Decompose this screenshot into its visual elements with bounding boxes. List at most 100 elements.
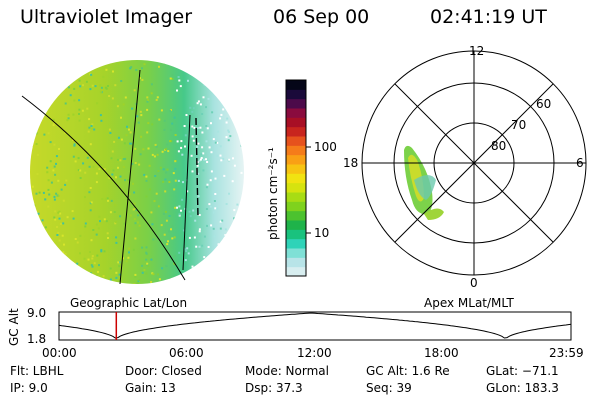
- image-pixel: [31, 202, 34, 205]
- image-pixel: [119, 215, 122, 218]
- image-pixel: [44, 243, 47, 246]
- image-pixel: [205, 106, 207, 109]
- image-pixel: [73, 144, 76, 147]
- image-pixel: [66, 119, 69, 122]
- image-pixel: [159, 166, 162, 169]
- image-pixel: [206, 161, 209, 163]
- image-pixel: [125, 260, 128, 263]
- image-pixel: [31, 197, 34, 200]
- image-pixel: [65, 179, 68, 182]
- image-pixel: [235, 255, 238, 257]
- colorbar-segment: [286, 136, 306, 146]
- image-pixel: [214, 177, 217, 180]
- image-pixel: [91, 84, 94, 87]
- colorbar-segment: [286, 220, 306, 230]
- image-pixel: [220, 113, 223, 116]
- image-pixel: [99, 220, 101, 223]
- image-pixel: [58, 210, 61, 213]
- image-pixel: [168, 230, 171, 233]
- image-pixel: [204, 63, 207, 66]
- image-pixel: [58, 148, 60, 150]
- image-pixel: [214, 193, 217, 195]
- image-pixel: [206, 224, 208, 227]
- image-pixel: [203, 158, 206, 161]
- image-pixel: [166, 243, 169, 246]
- image-pixel: [39, 229, 42, 232]
- image-pixel: [98, 279, 101, 282]
- image-pixel: [90, 201, 93, 204]
- image-pixel: [106, 197, 109, 200]
- image-pixel: [166, 143, 169, 146]
- image-pixel: [194, 66, 197, 69]
- image-pixel: [179, 64, 182, 67]
- image-pixel: [31, 145, 34, 148]
- image-pixel: [89, 187, 92, 189]
- colorbar-tick-label: 100: [314, 140, 337, 154]
- image-pixel: [115, 276, 118, 279]
- image-pixel: [122, 257, 124, 260]
- image-pixel: [168, 109, 171, 112]
- image-pixel: [128, 251, 130, 254]
- image-pixel: [137, 214, 140, 217]
- image-pixel: [150, 258, 153, 261]
- image-pixel: [85, 279, 88, 282]
- image-pixel: [227, 139, 230, 142]
- image-pixel: [116, 105, 119, 108]
- image-pixel: [147, 147, 150, 150]
- image-pixel: [158, 65, 160, 68]
- image-pixel: [184, 248, 187, 251]
- image-pixel: [100, 280, 102, 283]
- image-pixel: [64, 252, 67, 255]
- image-pixel: [84, 196, 86, 199]
- image-pixel: [115, 271, 118, 274]
- image-pixel: [174, 179, 177, 182]
- altitude-ytick: 1.8: [27, 332, 47, 346]
- colorbar-segment: [286, 229, 306, 240]
- image-pixel: [78, 113, 80, 115]
- image-pixel: [114, 222, 117, 225]
- image-pixel: [109, 211, 112, 214]
- colorbar-unit-label: photon cm⁻²s⁻¹: [266, 147, 280, 240]
- image-pixel: [163, 233, 166, 236]
- image-pixel: [82, 162, 85, 165]
- image-pixel: [102, 275, 105, 278]
- image-pixel: [85, 271, 88, 274]
- image-pixel: [100, 86, 103, 89]
- image-pixel: [198, 228, 201, 231]
- image-pixel: [89, 88, 92, 91]
- image-pixel: [216, 78, 219, 81]
- image-pixel: [214, 141, 217, 144]
- image-pixel: [59, 260, 62, 263]
- image-pixel: [86, 156, 89, 159]
- image-pixel: [96, 276, 99, 279]
- dsp-info: Dsp: 37.3: [245, 381, 303, 395]
- image-pixel: [86, 107, 89, 110]
- image-pixel: [214, 75, 217, 78]
- image-pixel: [79, 85, 82, 88]
- image-pixel: [234, 222, 237, 225]
- image-pixel: [221, 219, 224, 222]
- image-pixel: [174, 184, 177, 187]
- image-pixel: [240, 171, 243, 174]
- image-pixel: [182, 181, 184, 184]
- image-pixel: [179, 85, 182, 88]
- image-pixel: [122, 103, 125, 106]
- image-pixel: [219, 220, 222, 223]
- image-pixel: [67, 86, 70, 89]
- image-pixel: [192, 107, 195, 110]
- image-pixel: [115, 241, 118, 244]
- image-pixel: [56, 63, 58, 66]
- image-pixel: [103, 168, 106, 171]
- image-pixel: [109, 267, 112, 270]
- colorbar-segment: [286, 182, 306, 193]
- altitude-ylabel: GC Alt: [7, 308, 21, 346]
- image-pixel: [129, 67, 132, 70]
- image-pixel: [240, 248, 242, 251]
- image-pixel: [177, 179, 180, 182]
- image-pixel: [32, 220, 35, 222]
- image-pixel: [156, 153, 159, 156]
- image-pixel: [74, 238, 77, 240]
- image-pixel: [221, 244, 224, 247]
- image-pixel: [67, 117, 70, 120]
- image-pixel: [231, 180, 234, 183]
